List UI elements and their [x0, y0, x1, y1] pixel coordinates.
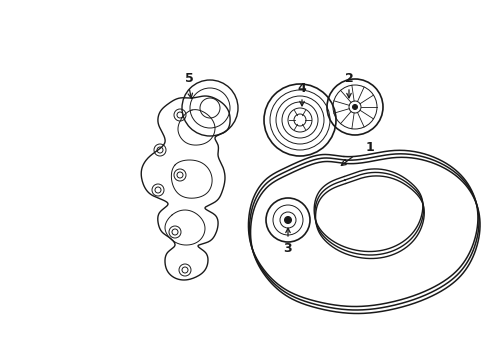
Circle shape — [284, 216, 291, 224]
Text: 1: 1 — [365, 141, 374, 154]
Text: 2: 2 — [344, 72, 353, 85]
Text: 3: 3 — [283, 242, 292, 255]
Text: 4: 4 — [297, 81, 306, 94]
Text: 5: 5 — [184, 72, 193, 85]
Circle shape — [352, 104, 357, 109]
